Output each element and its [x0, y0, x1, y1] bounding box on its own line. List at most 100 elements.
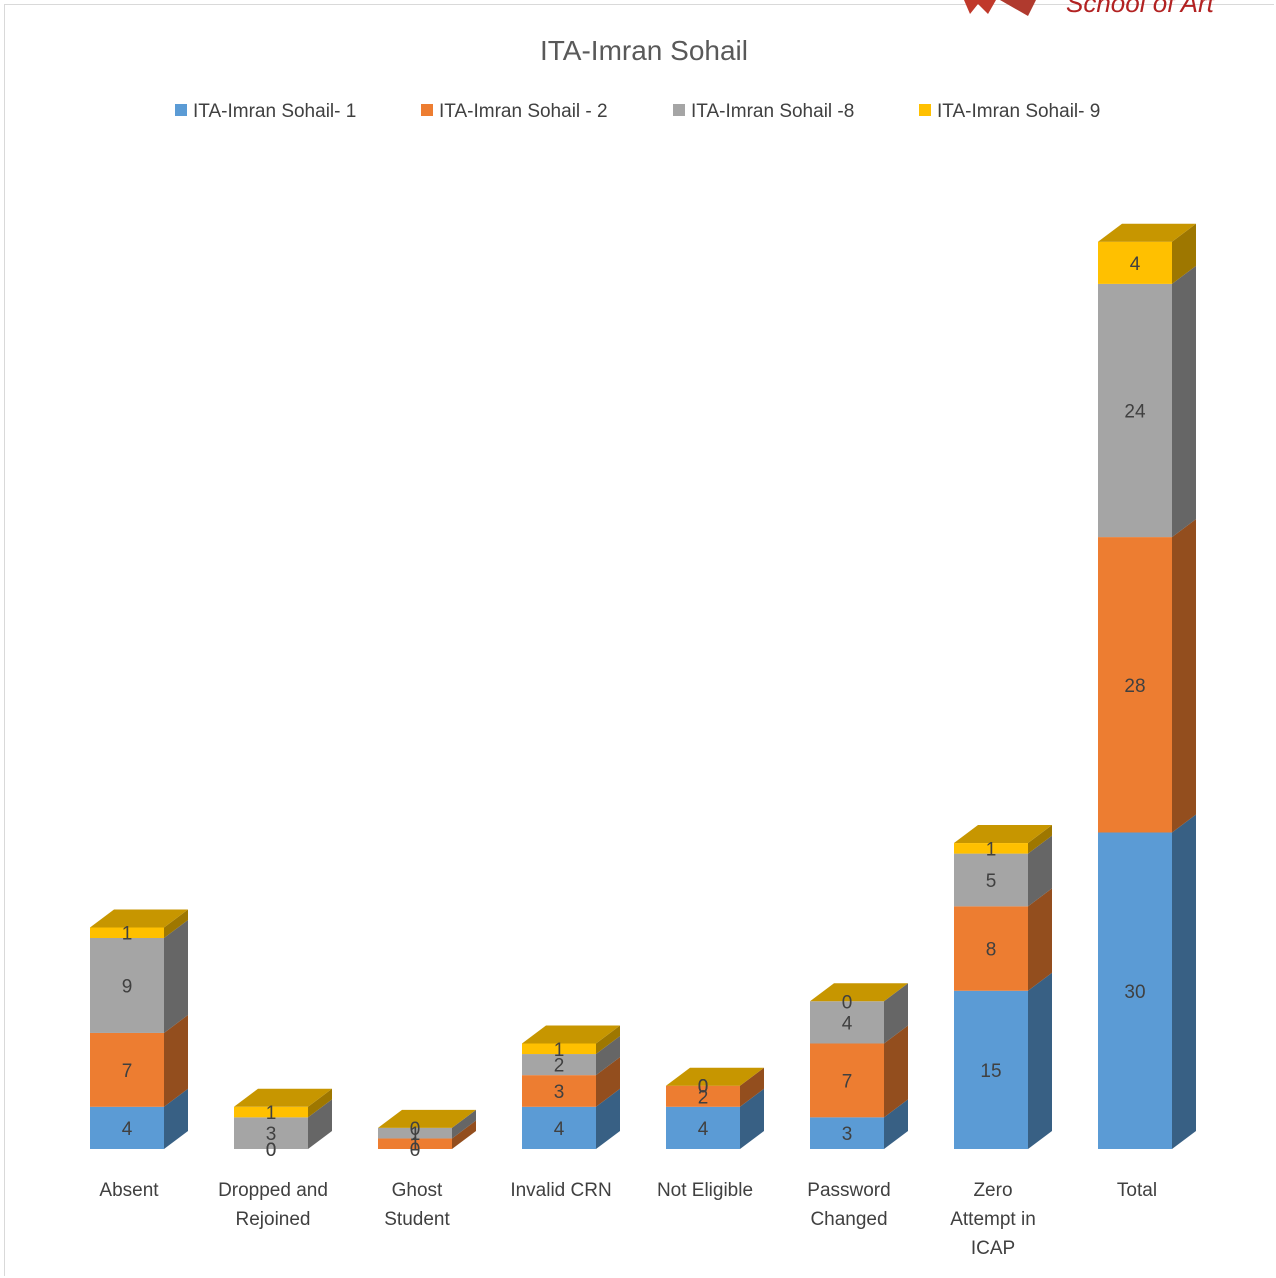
bar-stack: 30 28 24 4: [1098, 223, 1196, 1149]
legend-label-3: ITA-Imran Sohail -8: [691, 101, 854, 122]
chart-title: ITA-Imran Sohail: [540, 35, 748, 66]
bar-segment: [810, 1043, 884, 1118]
data-label: 3: [842, 1124, 853, 1145]
data-label: 3: [266, 1124, 277, 1145]
bar-top: [954, 825, 1052, 844]
data-label: 1: [122, 924, 133, 945]
data-label: 0: [266, 1140, 277, 1161]
legend: ITA-Imran Sohail- 1 ITA-Imran Sohail - 2 I…: [175, 101, 1100, 122]
bar-top: [90, 909, 188, 928]
data-label: 1: [410, 1135, 421, 1156]
data-label: 28: [1124, 676, 1145, 697]
bar-segment: [522, 1043, 596, 1055]
bar-side: [1028, 825, 1052, 854]
data-label: 3: [554, 1082, 565, 1103]
data-label: 2: [698, 1087, 709, 1108]
bar-side: [308, 1088, 332, 1118]
bar-side: [164, 1088, 188, 1149]
data-label: 4: [122, 1119, 133, 1140]
bar-side: [596, 1036, 620, 1076]
bar-segment: [1098, 241, 1172, 284]
data-label: 9: [122, 976, 133, 997]
bar-segment: [810, 1117, 884, 1149]
data-label: 4: [1130, 254, 1141, 275]
x-tick-label: Zero Attempt in ICAP: [950, 1180, 1036, 1259]
data-label: 0: [410, 1119, 421, 1140]
bar-top: [378, 1109, 476, 1128]
data-label: 1: [410, 1124, 421, 1145]
bar-segment: [522, 1054, 596, 1076]
bar-top: [666, 1067, 764, 1086]
bar-stack: 15 8 5 1: [954, 825, 1052, 1149]
bar-side: [1028, 888, 1052, 991]
bar-segment: [954, 990, 1028, 1149]
bar-top: [1098, 223, 1196, 242]
chart-frame: [4, 4, 1274, 1276]
data-label: 5: [986, 871, 997, 892]
bar-top: [522, 1025, 620, 1044]
bar-segment: [954, 853, 1028, 907]
data-label: 8: [986, 940, 997, 961]
data-label: 30: [1124, 982, 1145, 1003]
bar-top: [810, 983, 908, 1002]
bar-side: [1172, 223, 1196, 284]
data-label: 24: [1124, 402, 1146, 423]
bar-side: [1172, 519, 1196, 833]
bar-segment: [522, 1106, 596, 1149]
x-tick-label: Ghost Student: [384, 1180, 450, 1230]
bar-segment: [954, 906, 1028, 991]
bar-side: [1172, 265, 1196, 538]
bar-side: [308, 1099, 332, 1149]
legend-label-2: ITA-Imran Sohail - 2: [439, 101, 608, 122]
bar-segment: [90, 927, 164, 938]
x-tick-label: Invalid CRN: [510, 1180, 611, 1201]
bar-side: [164, 909, 188, 938]
bar-segment: [954, 843, 1028, 854]
bar-segment: [234, 1106, 308, 1118]
bar-side: [596, 1057, 620, 1107]
legend-label-4: ITA-Imran Sohail- 9: [937, 101, 1100, 122]
bar-segment: [90, 1106, 164, 1149]
x-tick-label: Not Eligible: [657, 1180, 753, 1201]
bar-top: [234, 1088, 332, 1107]
bar-stack: 4 7 9 1: [90, 909, 188, 1149]
bar-side: [164, 1014, 188, 1107]
data-label: 0: [410, 1140, 421, 1161]
bar-segment: [378, 1138, 452, 1149]
data-label: 4: [554, 1119, 565, 1140]
bar-side: [596, 1025, 620, 1055]
bar-side: [740, 1088, 764, 1149]
data-label: 4: [842, 1013, 853, 1034]
bar-side: [596, 1088, 620, 1149]
x-tick-label: Dropped and Rejoined: [218, 1180, 328, 1230]
bar-segment: [810, 1001, 884, 1044]
legend-label-1: ITA-Imran Sohail- 1: [193, 101, 356, 122]
bar-segment: [90, 1032, 164, 1107]
bar-segment: [1098, 283, 1172, 538]
logo-icon: School of Art: [964, 0, 1216, 18]
data-label: 0: [698, 1077, 709, 1098]
legend-swatch-4: [919, 104, 931, 116]
data-label: 7: [122, 1061, 133, 1082]
bar-segment: [378, 1127, 452, 1139]
bar-side: [884, 1025, 908, 1118]
bar-segment: [1098, 537, 1172, 833]
bar-segment: [522, 1075, 596, 1107]
x-tick-label: Password Changed: [807, 1180, 890, 1230]
x-tick-label: Absent: [99, 1180, 159, 1201]
data-label: 1: [554, 1040, 565, 1061]
data-label: 4: [698, 1119, 709, 1140]
bar-side: [1172, 814, 1196, 1149]
data-label: 15: [980, 1061, 1001, 1082]
x-tick-label: Total: [1117, 1180, 1157, 1201]
data-label: 0: [266, 1140, 277, 1161]
svg-text:School of Art: School of Art: [1066, 0, 1216, 18]
bar-segment: [666, 1085, 740, 1107]
data-label: 2: [554, 1056, 565, 1077]
bar-side: [1028, 972, 1052, 1149]
